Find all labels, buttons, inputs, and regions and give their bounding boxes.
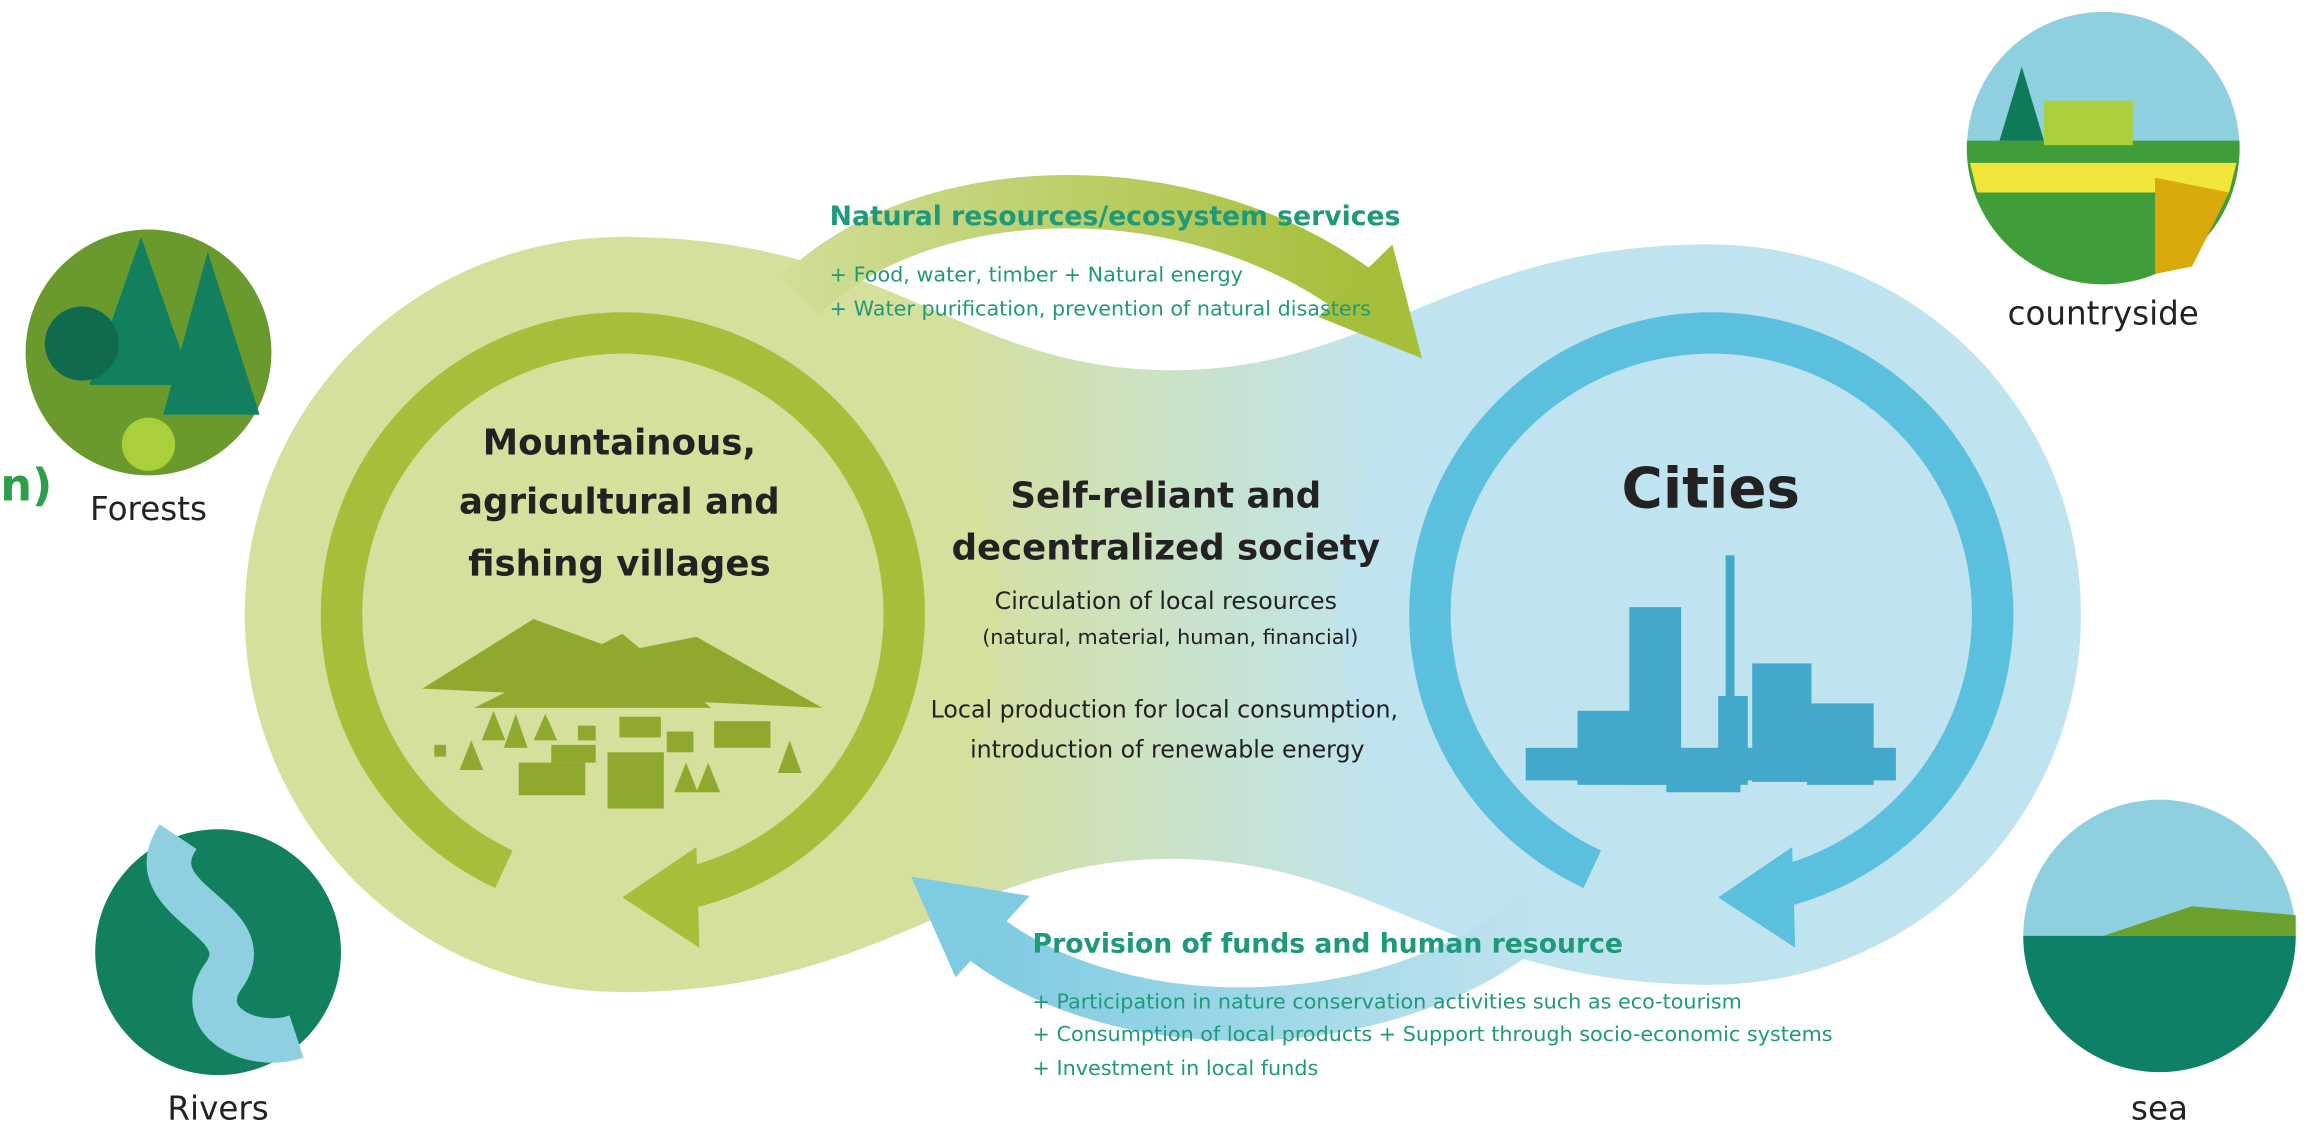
place-label: Forests (90, 490, 207, 528)
center-line: (natural, material, human, financial) (982, 625, 1358, 649)
flow-item: + Investment in local funds (1033, 1056, 1319, 1080)
node-title: Mountainous, (483, 422, 756, 463)
flow-item: + Water purification, prevention of natu… (830, 296, 1371, 320)
node-title: fishing villages (468, 544, 770, 585)
edge-fragment: n) (0, 461, 52, 512)
flow-item: + Participation in nature conservation a… (1033, 990, 1742, 1014)
place-label: Rivers (167, 1090, 268, 1121)
node-title: agricultural and (459, 481, 780, 522)
right-ring-arrowhead (1718, 847, 1796, 948)
bottom-arrowhead (911, 876, 1030, 978)
center-title: Self-reliant and (1010, 476, 1321, 517)
left-ring-arrowhead (622, 847, 700, 948)
place-label: sea (2131, 1090, 2188, 1121)
node-title: Cities (1622, 456, 1800, 521)
flow-item: + Food, water, timber + Natural energy (830, 262, 1243, 286)
right-ring (1409, 312, 2014, 912)
right-blob (1340, 244, 2081, 985)
center-title: decentralized society (952, 527, 1380, 568)
center-line: introduction of renewable energy (970, 735, 1364, 763)
bottom-arrow (961, 891, 1559, 1041)
top-arrowhead (1318, 244, 1423, 359)
center-line: Local production for local consumption, (931, 695, 1398, 723)
place-label: countryside (2008, 294, 2199, 332)
place-icons (25, 11, 2296, 1076)
top-arrow (781, 175, 1379, 318)
village-icon (422, 618, 823, 809)
center-line: Circulation of local resources (995, 587, 1337, 615)
city-icon (1525, 555, 1896, 793)
texts: n) Forests countryside Rivers sea Natura… (0, 201, 2198, 1121)
flow-title: Natural resources/ecosystem services (830, 201, 1401, 232)
flow-item: + Consumption of local products + Suppor… (1033, 1022, 1833, 1046)
flow-title: Provision of funds and human resource (1033, 928, 1623, 959)
left-ring (320, 312, 925, 912)
